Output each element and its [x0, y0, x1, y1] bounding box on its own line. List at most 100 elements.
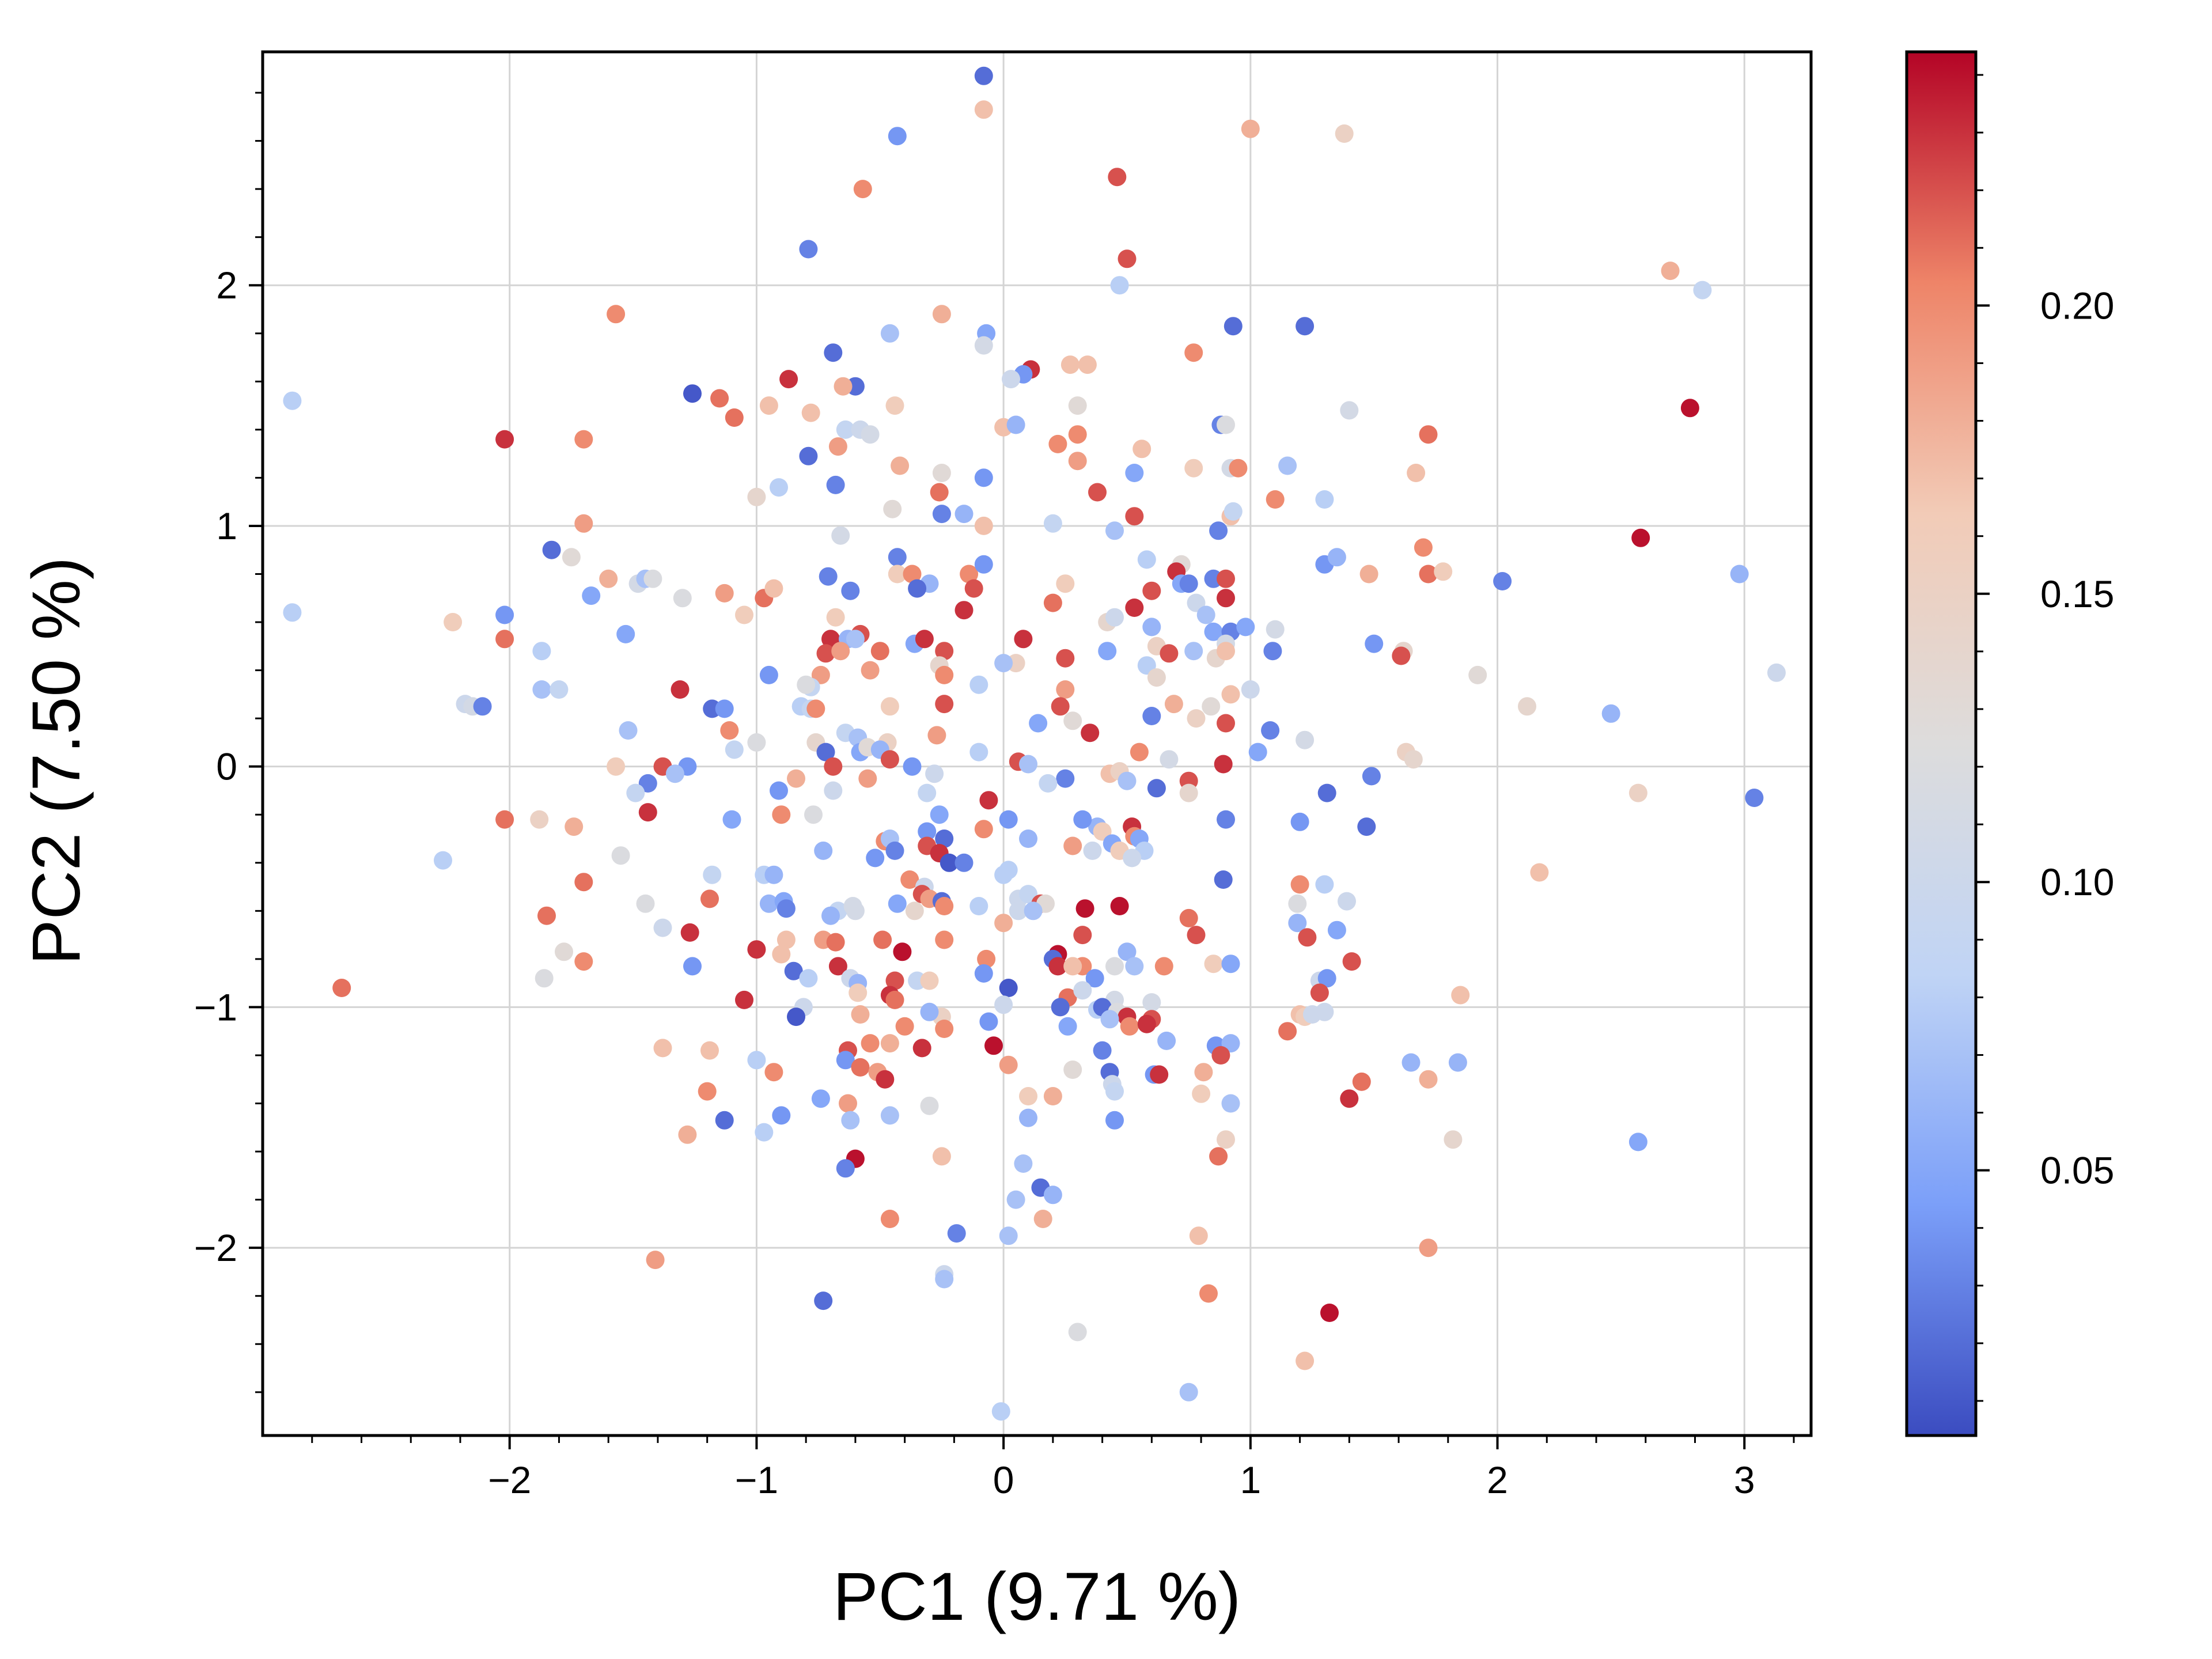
x-tick-label: 3 — [1734, 1459, 1755, 1501]
data-point — [1009, 902, 1028, 921]
data-point — [283, 603, 302, 622]
x-tick-label: 0 — [993, 1459, 1014, 1501]
data-point — [1241, 680, 1260, 699]
data-point — [935, 642, 954, 661]
data-point — [1056, 574, 1075, 593]
data-point — [1073, 810, 1092, 829]
data-point — [1315, 875, 1334, 894]
data-point — [1493, 572, 1512, 590]
data-point — [979, 1012, 998, 1031]
data-point — [1680, 399, 1699, 418]
data-point — [861, 661, 880, 680]
data-point — [1290, 812, 1309, 831]
data-point — [710, 389, 729, 408]
data-point — [1118, 771, 1137, 790]
data-point — [1118, 249, 1137, 268]
data-point — [1248, 743, 1267, 762]
data-point — [880, 324, 899, 343]
data-point — [880, 750, 899, 769]
data-point — [1043, 1087, 1062, 1105]
data-point — [1063, 711, 1082, 730]
data-point — [784, 961, 803, 980]
data-point — [1444, 1130, 1463, 1149]
data-point — [1194, 1063, 1213, 1082]
data-point — [747, 733, 766, 752]
data-point — [888, 565, 907, 584]
data-point — [824, 343, 843, 362]
data-point — [1335, 124, 1354, 143]
data-point — [925, 764, 944, 783]
data-point — [819, 567, 838, 586]
data-point — [927, 726, 946, 745]
data-point — [1204, 955, 1223, 974]
data-point — [715, 584, 734, 603]
data-point — [873, 930, 892, 949]
data-point — [722, 810, 741, 829]
data-point — [747, 1051, 766, 1070]
data-point — [1221, 955, 1240, 974]
data-point — [903, 757, 922, 776]
data-point — [824, 757, 843, 776]
data-point — [1120, 1017, 1139, 1036]
data-point — [616, 624, 635, 643]
data-point — [735, 605, 753, 624]
data-point — [1402, 1053, 1421, 1072]
data-point — [824, 781, 843, 800]
data-point — [1051, 697, 1070, 716]
data-point — [1179, 1382, 1198, 1402]
data-point — [1187, 926, 1206, 945]
data-point — [599, 569, 618, 588]
data-point — [1056, 680, 1075, 699]
data-point — [698, 1082, 717, 1101]
data-point — [636, 894, 655, 913]
data-point — [977, 949, 996, 968]
data-point — [885, 396, 904, 415]
data-point — [994, 654, 1013, 673]
data-point — [1296, 730, 1315, 749]
data-point — [1105, 1082, 1124, 1101]
data-point — [611, 846, 630, 865]
data-point — [1189, 1226, 1208, 1245]
data-point — [1154, 957, 1173, 976]
data-point — [1048, 957, 1067, 976]
data-point — [582, 586, 601, 605]
data-point — [1024, 902, 1043, 921]
data-point — [495, 810, 514, 829]
data-point — [755, 1123, 774, 1142]
data-point — [1628, 1132, 1647, 1152]
data-point — [1019, 1108, 1037, 1127]
data-point — [1056, 769, 1075, 788]
data-point — [1147, 779, 1166, 798]
data-point — [885, 990, 904, 1009]
data-point — [1105, 608, 1124, 627]
data-point — [1362, 767, 1381, 786]
data-point — [969, 675, 988, 694]
data-point — [715, 1111, 734, 1130]
data-point — [831, 642, 850, 661]
data-point — [799, 969, 818, 988]
data-point — [607, 305, 626, 324]
data-point — [1147, 668, 1166, 687]
data-point — [607, 757, 626, 776]
data-point — [759, 396, 778, 415]
data-point — [1043, 1185, 1062, 1205]
data-point — [880, 1210, 899, 1228]
data-point — [811, 1089, 830, 1108]
data-point — [935, 830, 954, 848]
data-point — [1073, 981, 1092, 1000]
data-point — [1130, 743, 1149, 762]
data-point — [1048, 434, 1067, 453]
data-point — [885, 841, 904, 860]
data-point — [1217, 569, 1235, 588]
data-point — [764, 1063, 783, 1082]
data-point — [1451, 986, 1470, 1005]
data-point — [1142, 707, 1161, 725]
data-point — [935, 897, 954, 915]
data-point — [974, 100, 993, 119]
data-point — [974, 820, 993, 839]
data-point — [1340, 401, 1359, 420]
data-point — [814, 841, 833, 860]
data-point — [851, 1005, 870, 1024]
data-point — [861, 1034, 880, 1053]
data-point — [759, 665, 778, 684]
